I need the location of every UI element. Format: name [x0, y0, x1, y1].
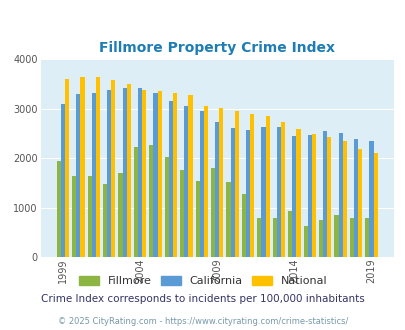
Bar — [76, 94, 80, 257]
Bar — [195, 181, 199, 257]
Bar — [292, 136, 296, 257]
Bar — [211, 168, 215, 257]
Legend: Fillmore, California, National: Fillmore, California, National — [75, 271, 330, 290]
Bar — [338, 133, 342, 257]
Bar — [245, 130, 249, 257]
Bar — [180, 170, 184, 257]
Bar — [173, 93, 177, 257]
Bar — [219, 109, 223, 257]
Bar — [111, 80, 115, 257]
Bar — [230, 128, 234, 257]
Bar — [272, 218, 276, 257]
Bar — [188, 95, 192, 257]
Bar — [322, 131, 326, 257]
Text: © 2025 CityRating.com - https://www.cityrating.com/crime-statistics/: © 2025 CityRating.com - https://www.city… — [58, 317, 347, 326]
Bar — [122, 88, 126, 257]
Bar — [311, 134, 315, 257]
Bar — [92, 93, 96, 257]
Bar — [249, 115, 254, 257]
Bar — [303, 226, 307, 257]
Bar — [118, 173, 122, 257]
Bar — [157, 91, 161, 257]
Bar — [80, 77, 84, 257]
Bar — [87, 176, 92, 257]
Bar — [261, 127, 265, 257]
Bar — [149, 145, 153, 257]
Bar — [72, 176, 76, 257]
Bar — [199, 112, 203, 257]
Bar — [203, 106, 207, 257]
Bar — [307, 135, 311, 257]
Bar — [353, 139, 357, 257]
Bar — [107, 90, 111, 257]
Bar — [226, 182, 230, 257]
Bar — [288, 211, 292, 257]
Bar — [96, 77, 100, 257]
Bar — [138, 88, 142, 257]
Bar — [184, 106, 188, 257]
Bar — [276, 127, 280, 257]
Bar — [265, 116, 269, 257]
Bar — [349, 218, 353, 257]
Bar — [168, 101, 173, 257]
Bar — [134, 147, 138, 257]
Bar — [215, 122, 219, 257]
Bar — [257, 218, 261, 257]
Bar — [373, 153, 377, 257]
Bar — [103, 184, 107, 257]
Bar — [61, 104, 65, 257]
Bar — [241, 193, 245, 257]
Bar — [326, 137, 330, 257]
Text: Crime Index corresponds to incidents per 100,000 inhabitants: Crime Index corresponds to incidents per… — [41, 294, 364, 304]
Bar — [57, 161, 61, 257]
Bar — [153, 93, 157, 257]
Title: Fillmore Property Crime Index: Fillmore Property Crime Index — [99, 42, 335, 55]
Bar — [318, 220, 322, 257]
Bar — [296, 129, 300, 257]
Bar — [126, 84, 130, 257]
Bar — [280, 122, 284, 257]
Bar — [342, 141, 346, 257]
Bar — [164, 157, 168, 257]
Bar — [334, 215, 338, 257]
Bar — [234, 112, 238, 257]
Bar — [142, 90, 146, 257]
Bar — [65, 79, 69, 257]
Bar — [357, 148, 361, 257]
Bar — [364, 218, 369, 257]
Bar — [369, 141, 373, 257]
